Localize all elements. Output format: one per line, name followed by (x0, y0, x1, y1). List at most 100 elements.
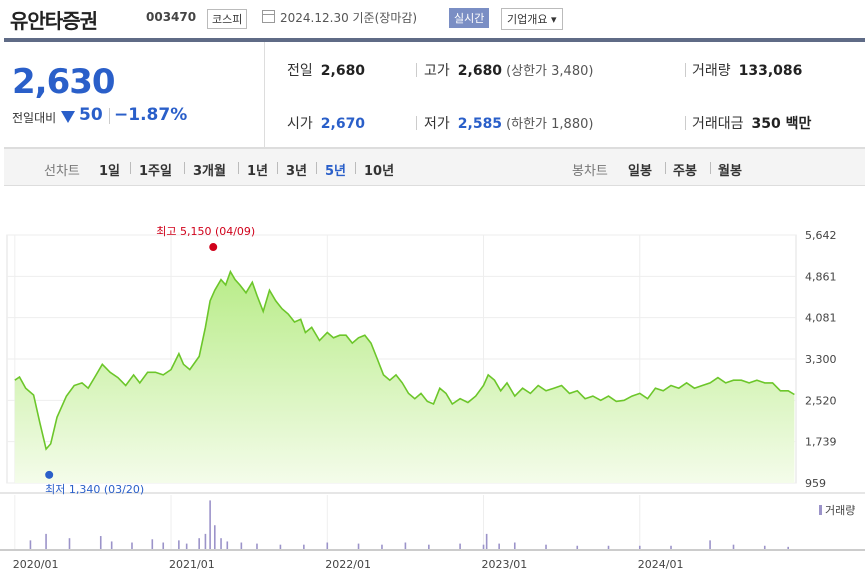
volume-value: 133,086 (738, 63, 803, 79)
realtime-button[interactable]: 실시간 (449, 8, 490, 28)
x-tick-label: 2024/01 (638, 558, 684, 571)
volume-label: 거래량 (692, 63, 731, 79)
volume-bar (404, 542, 407, 549)
divider (277, 162, 278, 174)
tab-weekly[interactable]: 주봉 (673, 164, 697, 179)
volume-bar (131, 542, 133, 549)
volume-bar (99, 536, 102, 549)
change-label: 전일대비 (12, 111, 57, 125)
quote-panel: 2,630 전일대비 50 −1.87% 전일 2,680 고가 2,680 (상한가… (4, 42, 865, 148)
x-axis: 2020/01 2021/01 2022/01 2023/01 2024/01 (13, 558, 684, 571)
volume-bar (185, 543, 188, 549)
company-info-dropdown[interactable]: 기업개요 ▾ (501, 8, 563, 30)
volume-bar (256, 543, 258, 549)
divider (710, 162, 711, 174)
max-marker (209, 243, 218, 252)
divider (416, 116, 417, 130)
volume-bar (45, 533, 47, 549)
volume-bar (498, 543, 500, 549)
market-badge: 코스피 (207, 9, 248, 29)
tab-1d[interactable]: 1일 (99, 164, 121, 179)
price-line (14, 269, 795, 451)
min-marker (45, 470, 54, 479)
divider (685, 63, 686, 77)
volume-bar (220, 538, 222, 549)
header-divider (4, 38, 865, 42)
stock-header: 유안타증권 003470 코스피 2024.12.30 기준(장마감) 실시간 … (0, 0, 865, 38)
tab-5y[interactable]: 5년 (325, 164, 347, 179)
high-cell: 고가 2,680 (상한가 3,480) (424, 60, 593, 80)
amount-cell: 거래대금 350 백만 (692, 113, 811, 133)
volume-bar (513, 542, 516, 549)
volume-bar (68, 538, 71, 549)
volume-bars (29, 500, 789, 549)
volume-bar (357, 543, 360, 549)
divider (355, 162, 356, 174)
y-tick-label: 1,739 (805, 436, 837, 449)
volume-bar (29, 540, 32, 549)
tab-1w[interactable]: 1주일 (139, 164, 172, 179)
volume-bar (178, 540, 180, 549)
tab-daily[interactable]: 일봉 (628, 164, 652, 179)
tab-monthly[interactable]: 월봉 (718, 164, 742, 179)
tab-3m[interactable]: 3개월 (193, 164, 226, 179)
high-label: 고가 (424, 63, 450, 79)
x-tick-label: 2022/01 (325, 558, 371, 571)
volume-bar (213, 525, 216, 549)
divider (109, 108, 110, 124)
divider (184, 162, 185, 174)
volume-bar (459, 543, 461, 549)
stock-name: 유안타증권 (10, 9, 98, 33)
calendar-icon (262, 10, 275, 23)
volume-legend-label: 거래량 (825, 504, 855, 517)
low-label: 저가 (424, 116, 450, 132)
volume-bar (204, 533, 207, 549)
volume-cell: 거래량 133,086 (692, 60, 802, 80)
current-price: 2,630 (12, 62, 116, 102)
volume-bar (151, 539, 154, 549)
divider (665, 162, 666, 174)
tab-1y[interactable]: 1년 (247, 164, 269, 179)
open-value: 2,670 (320, 116, 366, 132)
volume-bar (787, 546, 789, 549)
volume-bar (381, 544, 383, 549)
volume-bar (162, 542, 165, 549)
amount-value: 350 백만 (751, 116, 812, 132)
volume-bar (303, 544, 305, 549)
change-percent: −1.87% (114, 105, 188, 125)
tab-10y[interactable]: 10년 (364, 164, 395, 179)
y-tick-label: 4,861 (805, 270, 837, 283)
period-tabs: 선차트 1일 1주일 3개월 1년 3년 5년 10년 봉차트 일봉 주봉 월봉 (4, 148, 865, 186)
volume-bar (428, 544, 430, 549)
volume-bar (638, 545, 641, 549)
volume-bar (670, 545, 672, 549)
y-tick-label: 4,081 (805, 312, 837, 325)
tab-3y[interactable]: 3년 (286, 164, 308, 179)
prev-close-cell: 전일 2,680 (287, 60, 365, 80)
line-chart-label: 선차트 (44, 164, 80, 179)
prev-close-label: 전일 (287, 63, 313, 79)
candle-chart-label: 봉차트 (572, 164, 608, 179)
upper-limit: (상한가 3,480) (506, 64, 594, 79)
y-tick-label: 5,642 (805, 229, 837, 242)
volume-bar (279, 544, 282, 549)
volume-bar (709, 540, 711, 549)
volume-bar (482, 544, 485, 549)
high-value: 2,680 (457, 63, 503, 79)
open-cell: 시가 2,670 (287, 113, 365, 133)
x-tick-label: 2020/01 (13, 558, 59, 571)
volume-bar (198, 538, 200, 549)
y-tick-label: 2,520 (805, 394, 837, 407)
volume-bar (545, 544, 547, 549)
prev-close-value: 2,680 (320, 63, 366, 79)
volume-legend-swatch (819, 505, 822, 515)
x-tick-label: 2023/01 (482, 558, 528, 571)
down-triangle-icon (61, 111, 75, 123)
amount-label: 거래대금 (692, 116, 744, 132)
stock-code: 003470 (146, 10, 197, 24)
x-tick-label: 2021/01 (169, 558, 215, 571)
volume-bar (226, 541, 229, 549)
volume-bar (240, 542, 243, 549)
volume-bar (732, 544, 735, 549)
